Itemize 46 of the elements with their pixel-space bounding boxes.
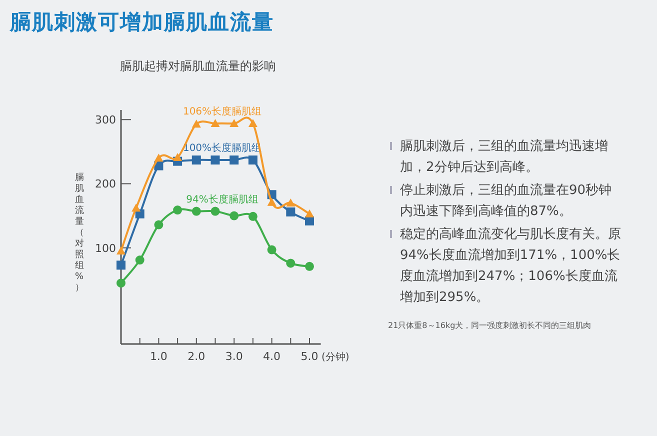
x-tick-label: 4.0 bbox=[263, 350, 281, 363]
point bbox=[116, 246, 126, 255]
text: 膈肌刺激后，三组的血流量均迅速增加，2分钟后达到高峰。 bbox=[388, 136, 624, 178]
chart-title: 膈肌刺激可增加膈肌血流量 bbox=[10, 9, 274, 36]
text: 稳定的高峰血流变化与肌长度有关。原94%长度血流增加到171%，100%长度血流增加到247%；106%长度血流增加到295%。 bbox=[388, 224, 624, 308]
point bbox=[286, 198, 296, 206]
point bbox=[305, 209, 314, 218]
x-tick-label: 1.0 bbox=[150, 350, 168, 363]
point bbox=[173, 152, 182, 161]
point bbox=[305, 262, 314, 271]
x-tick-label: 2.0 bbox=[188, 350, 206, 363]
point bbox=[192, 156, 201, 165]
text: 膈肌血流量（对照组%） bbox=[75, 173, 84, 293]
point bbox=[116, 278, 126, 288]
y-tick-label: 100 bbox=[95, 242, 116, 255]
x-tick-label: 3.0 bbox=[225, 350, 243, 363]
text: 21只体重8～16kg犬，同一强度刺激初长不同的三组肌肉 bbox=[388, 320, 592, 332]
point bbox=[210, 206, 220, 216]
point bbox=[267, 198, 276, 206]
point bbox=[210, 118, 220, 127]
point bbox=[248, 118, 258, 127]
point bbox=[154, 154, 164, 162]
chart-subtitle: 膈肌起搏对膈肌血流量的影响 bbox=[120, 58, 276, 75]
point bbox=[230, 118, 239, 127]
point bbox=[132, 204, 141, 212]
point bbox=[248, 212, 258, 221]
point bbox=[192, 206, 201, 216]
series-label: 94%长度膈肌组 bbox=[186, 193, 258, 206]
y-tick-label: 200 bbox=[95, 178, 116, 191]
point bbox=[267, 245, 276, 254]
x-axis-title: (分钟) bbox=[322, 351, 350, 363]
series-label: 106%长度膈肌组 bbox=[182, 105, 262, 118]
point bbox=[286, 258, 296, 268]
y-tick-label: 300 bbox=[95, 114, 116, 127]
point bbox=[210, 156, 220, 165]
point bbox=[116, 260, 126, 270]
point bbox=[135, 256, 144, 265]
point bbox=[230, 211, 239, 220]
point bbox=[286, 207, 296, 216]
x-tick-label: 5.0 bbox=[300, 350, 318, 363]
point bbox=[230, 156, 239, 165]
text: 停止刺激后，三组的血流量在90秒钟内迅速下降到高峰值的87%。 bbox=[388, 180, 624, 222]
point bbox=[154, 220, 164, 230]
point bbox=[173, 206, 182, 215]
point bbox=[192, 120, 201, 128]
point bbox=[248, 156, 258, 165]
